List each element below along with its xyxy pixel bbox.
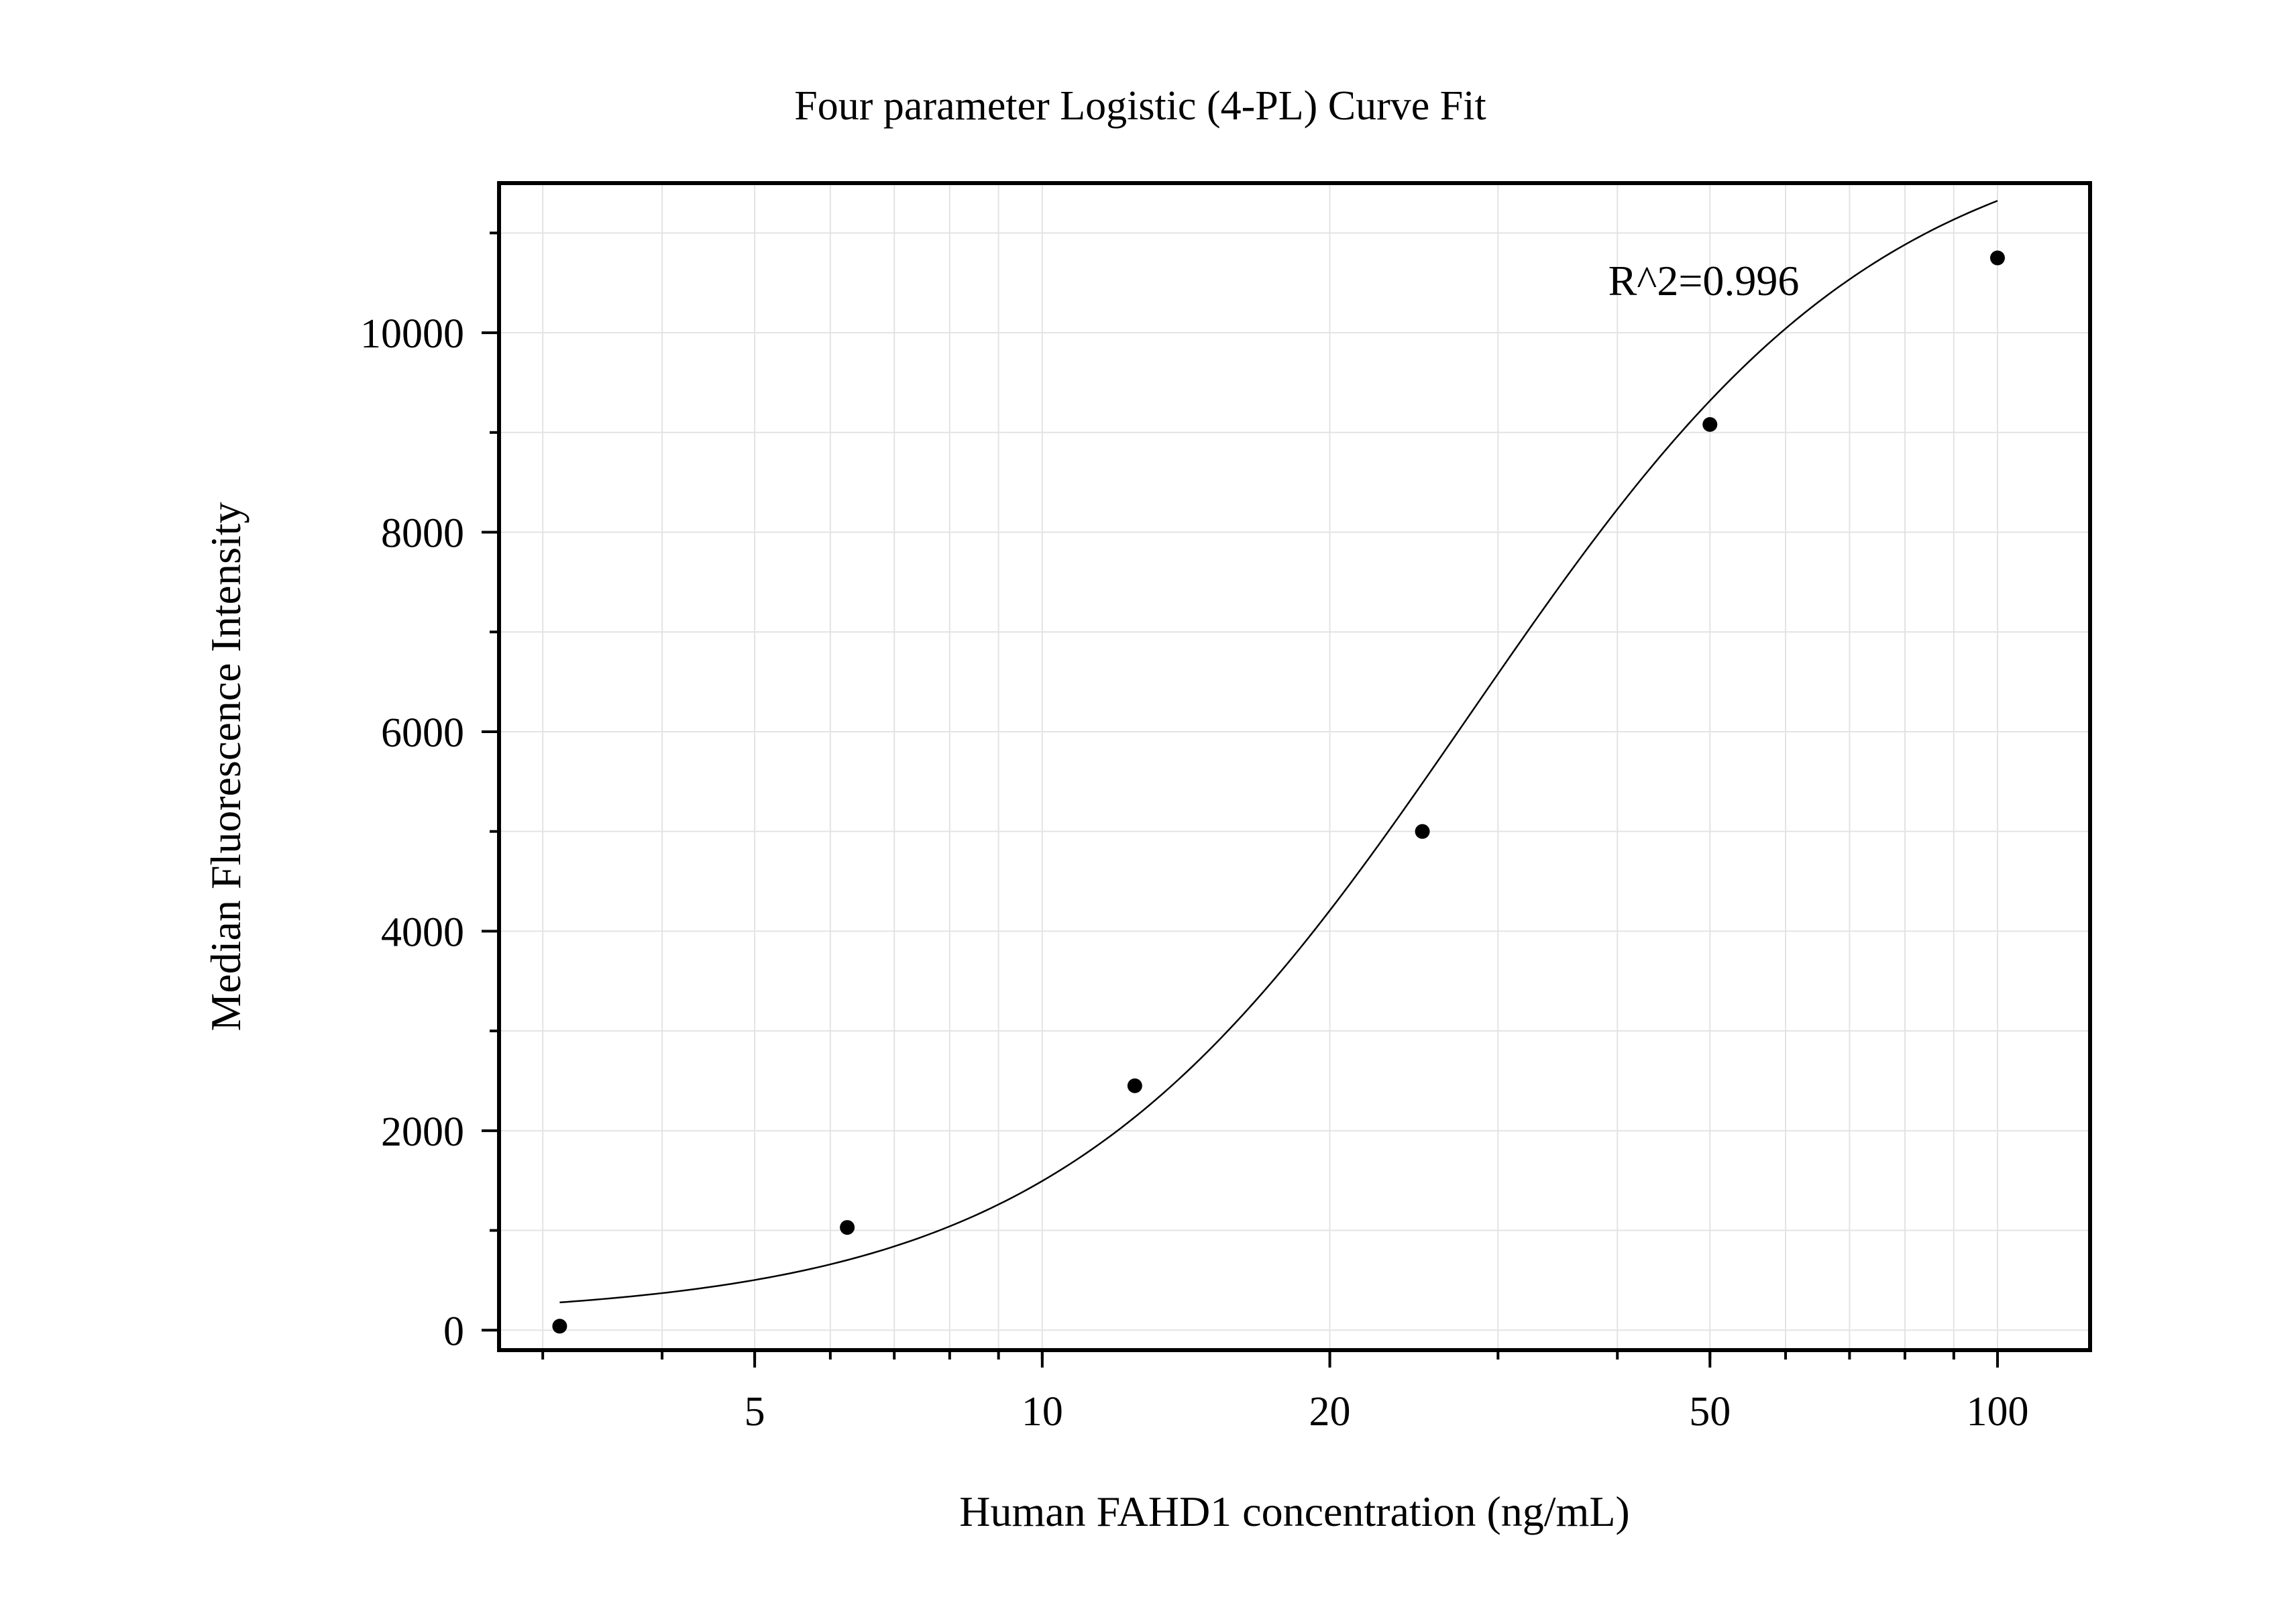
- data-point: [1702, 417, 1718, 432]
- data-point: [1127, 1078, 1142, 1093]
- fit-curve-line: [559, 200, 1998, 1304]
- data-point: [840, 1220, 855, 1235]
- y-tick-label: 10000: [360, 311, 464, 357]
- y-tick-label: 0: [443, 1309, 464, 1354]
- data-point: [1989, 250, 2005, 266]
- y-tick-label: 8000: [381, 511, 464, 557]
- y-tick-label: 4000: [381, 909, 464, 955]
- data-point: [552, 1319, 567, 1334]
- r-squared-annotation: R^2=0.996: [1608, 257, 1800, 304]
- plot-frame: [497, 181, 2092, 1352]
- y-tick-label: 2000: [381, 1109, 464, 1155]
- fit-curve-layer: [559, 200, 1998, 1304]
- x-tick-label: 5: [745, 1389, 765, 1435]
- x-tick-label: 100: [1966, 1389, 2028, 1435]
- x-axis-label: Human FAHD1 concentration (ng/mL): [959, 1488, 1629, 1535]
- tick-labels: 5 10 20 50 100 0 2000 4000 6000 8000 10000: [360, 311, 2028, 1435]
- y-axis-label: Median Fluorescence Intensity: [202, 502, 250, 1031]
- x-tick-label: 20: [1309, 1389, 1351, 1435]
- y-tick-label: 6000: [381, 710, 464, 756]
- chart-title: Four parameter Logistic (4-PL) Curve Fit: [794, 83, 1486, 129]
- data-points: [552, 250, 2005, 1334]
- data-point: [1415, 824, 1430, 839]
- axis-ticks: [482, 231, 1999, 1368]
- grid: [499, 183, 2090, 1350]
- x-tick-label: 50: [1689, 1389, 1731, 1435]
- x-tick-label: 10: [1022, 1389, 1063, 1435]
